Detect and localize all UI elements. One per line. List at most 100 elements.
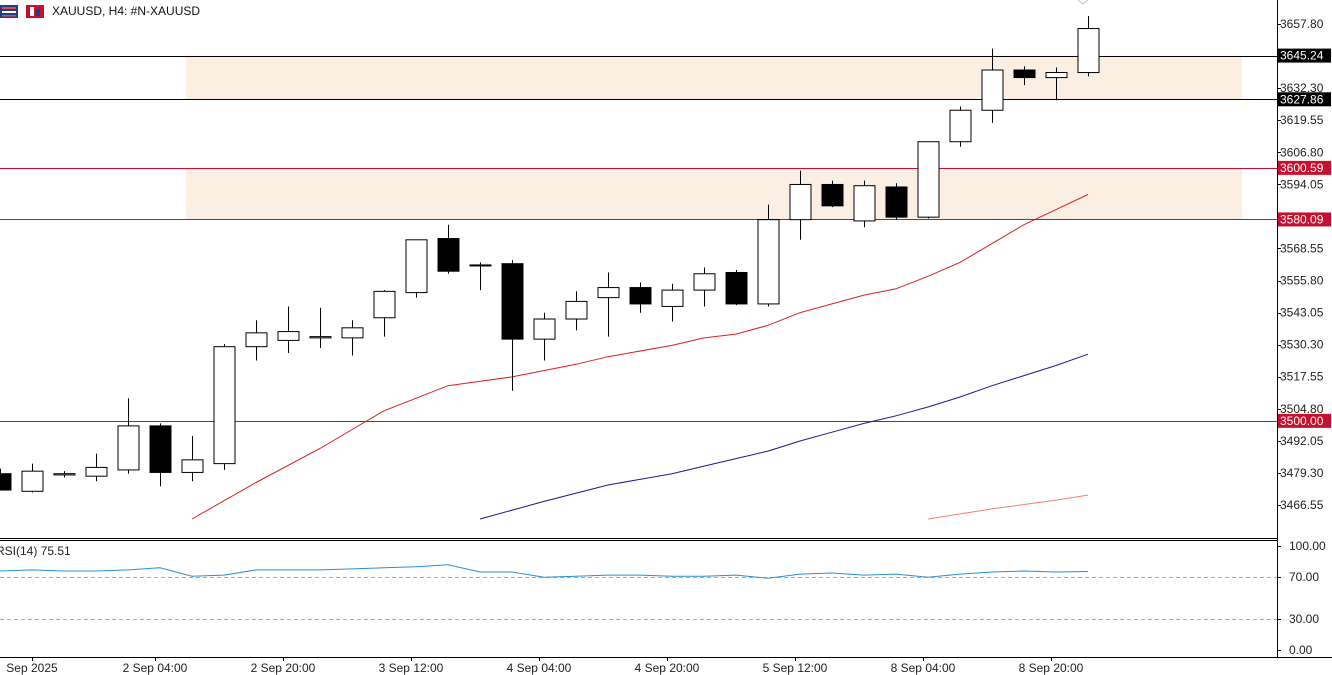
candle	[725, 269, 748, 306]
candle	[533, 312, 556, 361]
symbol-title: XAUUSD, H4: #N-XAUUSD	[52, 4, 201, 18]
candle-body	[597, 287, 620, 299]
price-tick-label: 3619.55	[1280, 113, 1324, 127]
time-axis: Sep 2025 2 Sep 04:00 2 Sep 20:00 3 Sep 12:0…	[6, 657, 1084, 675]
candle-body	[981, 69, 1004, 111]
candle-body	[405, 239, 428, 294]
candle	[1077, 15, 1100, 77]
candle	[821, 180, 844, 208]
candle-body	[501, 263, 524, 340]
price-tick-label: 3517.55	[1280, 370, 1324, 384]
chart-window-icon[interactable]	[26, 4, 44, 18]
candle	[597, 272, 620, 337]
candle-body	[533, 318, 556, 340]
candle-body	[853, 185, 876, 222]
time-tick-label: 4 Sep 04:00	[507, 661, 572, 675]
price-tick-label: 3555.80	[1280, 274, 1324, 288]
candle	[565, 291, 588, 331]
candle-body	[21, 470, 44, 492]
candle-body	[821, 183, 844, 207]
time-tick-label: 2 Sep 04:00	[123, 661, 188, 675]
candle	[373, 290, 396, 337]
candles-layer	[0, 15, 1100, 493]
candle	[117, 398, 140, 474]
time-tick-label: 3 Sep 12:00	[379, 661, 444, 675]
ma-line-red	[191, 194, 1089, 520]
candle-body	[693, 273, 716, 291]
candle	[469, 262, 492, 291]
candle	[277, 306, 300, 353]
candle	[501, 259, 524, 391]
candle-body	[277, 331, 300, 341]
candle-body	[1045, 72, 1068, 79]
price-tick-label: 3606.80	[1280, 145, 1324, 159]
price-tick-label: 3632.30	[1280, 81, 1324, 95]
candle	[629, 282, 652, 313]
level-label-3627.86: 3627.86	[1280, 92, 1324, 106]
candle-body	[341, 327, 364, 339]
levels-layer	[0, 56, 1277, 422]
time-tick-label: 5 Sep 12:00	[763, 661, 828, 675]
zone-rect-1	[186, 167, 1242, 220]
price-tick-label: 3543.05	[1280, 306, 1324, 320]
candle	[85, 453, 108, 482]
candle	[1045, 67, 1068, 101]
candle-body	[373, 290, 396, 319]
candle-body	[661, 289, 684, 307]
scroll-marker-icon	[1077, 0, 1089, 5]
rsi-tick-label: 0.00	[1289, 643, 1313, 657]
candle	[181, 435, 204, 482]
candle-body	[309, 336, 332, 339]
level-label-bg	[1278, 92, 1331, 107]
level-label-3600.59: 3600.59	[1280, 161, 1324, 175]
rsi-panel: 100.00 70.00 30.00 0.00 RSI(14) 75.51	[0, 539, 1326, 657]
candle-body	[469, 264, 492, 267]
price-tick-label: 3479.30	[1280, 466, 1324, 480]
candle	[853, 180, 876, 228]
candle	[245, 320, 268, 361]
rsi-tick-label: 30.00	[1289, 612, 1319, 626]
candle	[309, 307, 332, 348]
level-label-3580.09: 3580.09	[1280, 212, 1324, 226]
candle-body	[0, 473, 12, 491]
candle	[149, 423, 172, 487]
candle	[789, 170, 812, 240]
rsi-line	[0, 564, 1089, 579]
time-tick-label: 8 Sep 20:00	[1019, 661, 1084, 675]
candle-body	[245, 332, 268, 348]
candle	[213, 344, 236, 470]
candle-body	[757, 219, 780, 305]
ma-line-blue	[479, 353, 1089, 520]
candle-body	[437, 238, 460, 272]
time-tick-label: 2 Sep 20:00	[251, 661, 316, 675]
chart-frame	[0, 0, 1332, 658]
rsi-label: RSI(14) 75.51	[0, 544, 71, 558]
candle-body	[885, 186, 908, 218]
level-label-3500.00: 3500.00	[1280, 414, 1324, 428]
candle-body	[917, 141, 940, 218]
level-label-bg	[1278, 160, 1331, 175]
rsi-tick-label: 70.00	[1289, 570, 1319, 584]
symbol-list-icon[interactable]	[0, 4, 18, 18]
level-label-bg	[1278, 413, 1331, 428]
chart-header: XAUUSD, H4: #N-XAUUSD	[0, 2, 200, 20]
candle-body	[789, 183, 812, 221]
ma-line-light-red	[927, 494, 1089, 520]
time-tick-label: Sep 2025	[6, 661, 58, 675]
price-tick-label: 3594.05	[1280, 177, 1324, 191]
level-labels-layer: 3645.24 3627.86 3600.59 3580.09 3500.00	[1278, 48, 1331, 428]
candle	[53, 471, 76, 478]
candle	[661, 283, 684, 322]
candle	[885, 183, 908, 220]
price-tick-label: 3504.80	[1280, 402, 1324, 416]
time-tick-label: 8 Sep 04:00	[891, 661, 956, 675]
candle-body	[629, 287, 652, 305]
zones-layer	[186, 55, 1242, 220]
candle-body	[725, 271, 748, 305]
candle-body	[181, 459, 204, 473]
price-tick-label: 3657.80	[1280, 17, 1324, 31]
candle-body	[213, 346, 236, 465]
price-tick-label: 3568.55	[1280, 241, 1324, 255]
candle	[949, 106, 972, 147]
